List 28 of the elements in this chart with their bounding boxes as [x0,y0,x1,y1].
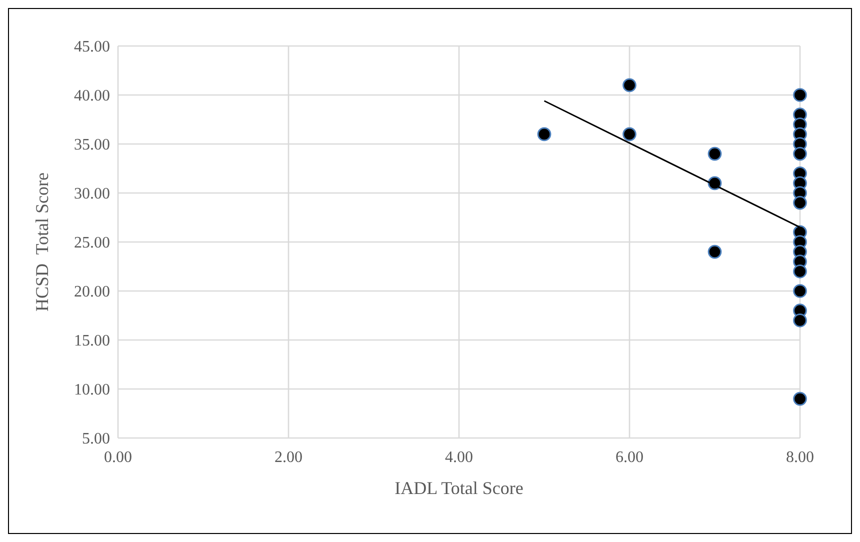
y-tick-label: 20.00 [74,284,110,301]
y-tick-label: 15.00 [74,332,110,350]
point [537,127,552,142]
x-tick-label: 4.00 [445,449,473,466]
x-axis-title: IADL Total Score [394,478,524,498]
point [708,244,722,259]
y-axis-title: HCSD Total Score [32,172,52,312]
x-tick-label: 8.00 [786,449,814,466]
y-tick-label: 35.00 [74,136,110,154]
point [793,313,807,328]
point [708,146,722,161]
point [793,88,807,102]
point [793,146,807,161]
y-tick-label: 45.00 [74,38,110,56]
point [622,127,636,142]
point [793,392,807,406]
y-tick-label: 10.00 [74,382,110,399]
y-tick-label: 30.00 [74,186,110,203]
x-tick-label: 6.00 [616,449,644,466]
y-tick-label: 5.00 [82,430,110,448]
point [622,78,636,92]
x-tick-label: 0.00 [104,449,132,466]
y-tick-label: 40.00 [74,88,110,105]
point [793,264,807,278]
x-tick-label: 2.00 [274,449,302,466]
y-tick-label: 25.00 [74,234,110,252]
point [793,284,807,298]
point [793,196,807,210]
